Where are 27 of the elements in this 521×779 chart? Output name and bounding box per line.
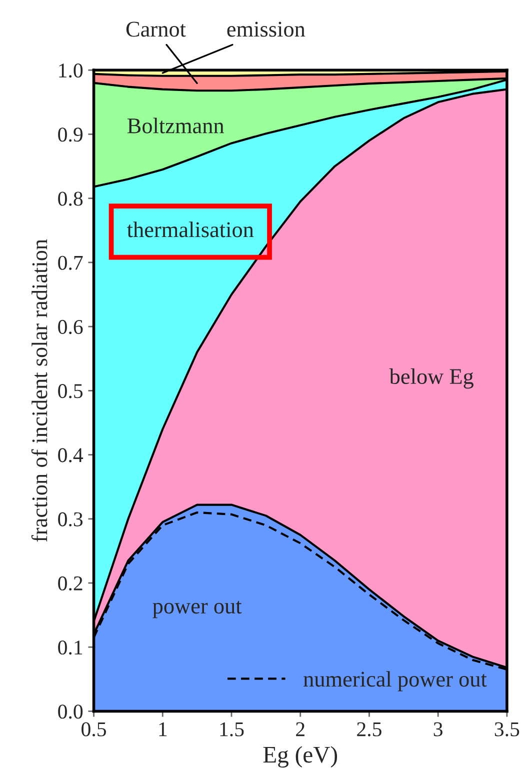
y-tick-label: 0.4 (58, 448, 84, 462)
series-label: Carnot (126, 22, 186, 37)
x-tick-label: 2.5 (357, 722, 382, 736)
y-tick-label: 0.2 (58, 576, 82, 591)
series-label: emission (227, 22, 306, 37)
x-tick-label: 3.5 (494, 722, 520, 736)
y-tick-label: 0.9 (58, 128, 83, 142)
series-label: below Eg (389, 368, 474, 389)
y-tick-label: 0.7 (58, 256, 83, 270)
x-tick-label: 3 (434, 722, 442, 736)
y-tick-label: 1.0 (59, 63, 83, 78)
x-axis-title: Eg (eV) (263, 746, 338, 768)
x-tick-label: 0.5 (82, 722, 106, 736)
y-tick-label: 0.6 (58, 320, 83, 334)
series-label: thermalisation (127, 222, 254, 238)
y-tick-label: 0.3 (58, 512, 83, 526)
x-tick-label: 1.5 (220, 722, 244, 736)
series-label: Boltzmann (127, 118, 224, 134)
y-tick-label: 0.0 (58, 704, 83, 719)
series-label: power out (152, 600, 242, 618)
y-tick-label: 0.8 (58, 192, 83, 206)
x-tick-label: 1 (159, 722, 167, 736)
y-axis-title: fraction of incident solar radiation (31, 239, 48, 542)
y-tick-label: 0.5 (58, 384, 83, 398)
x-tick-label: 2 (296, 722, 304, 736)
y-tick-label: 0.1 (58, 640, 82, 655)
legend-label: numerical power out (304, 671, 487, 692)
